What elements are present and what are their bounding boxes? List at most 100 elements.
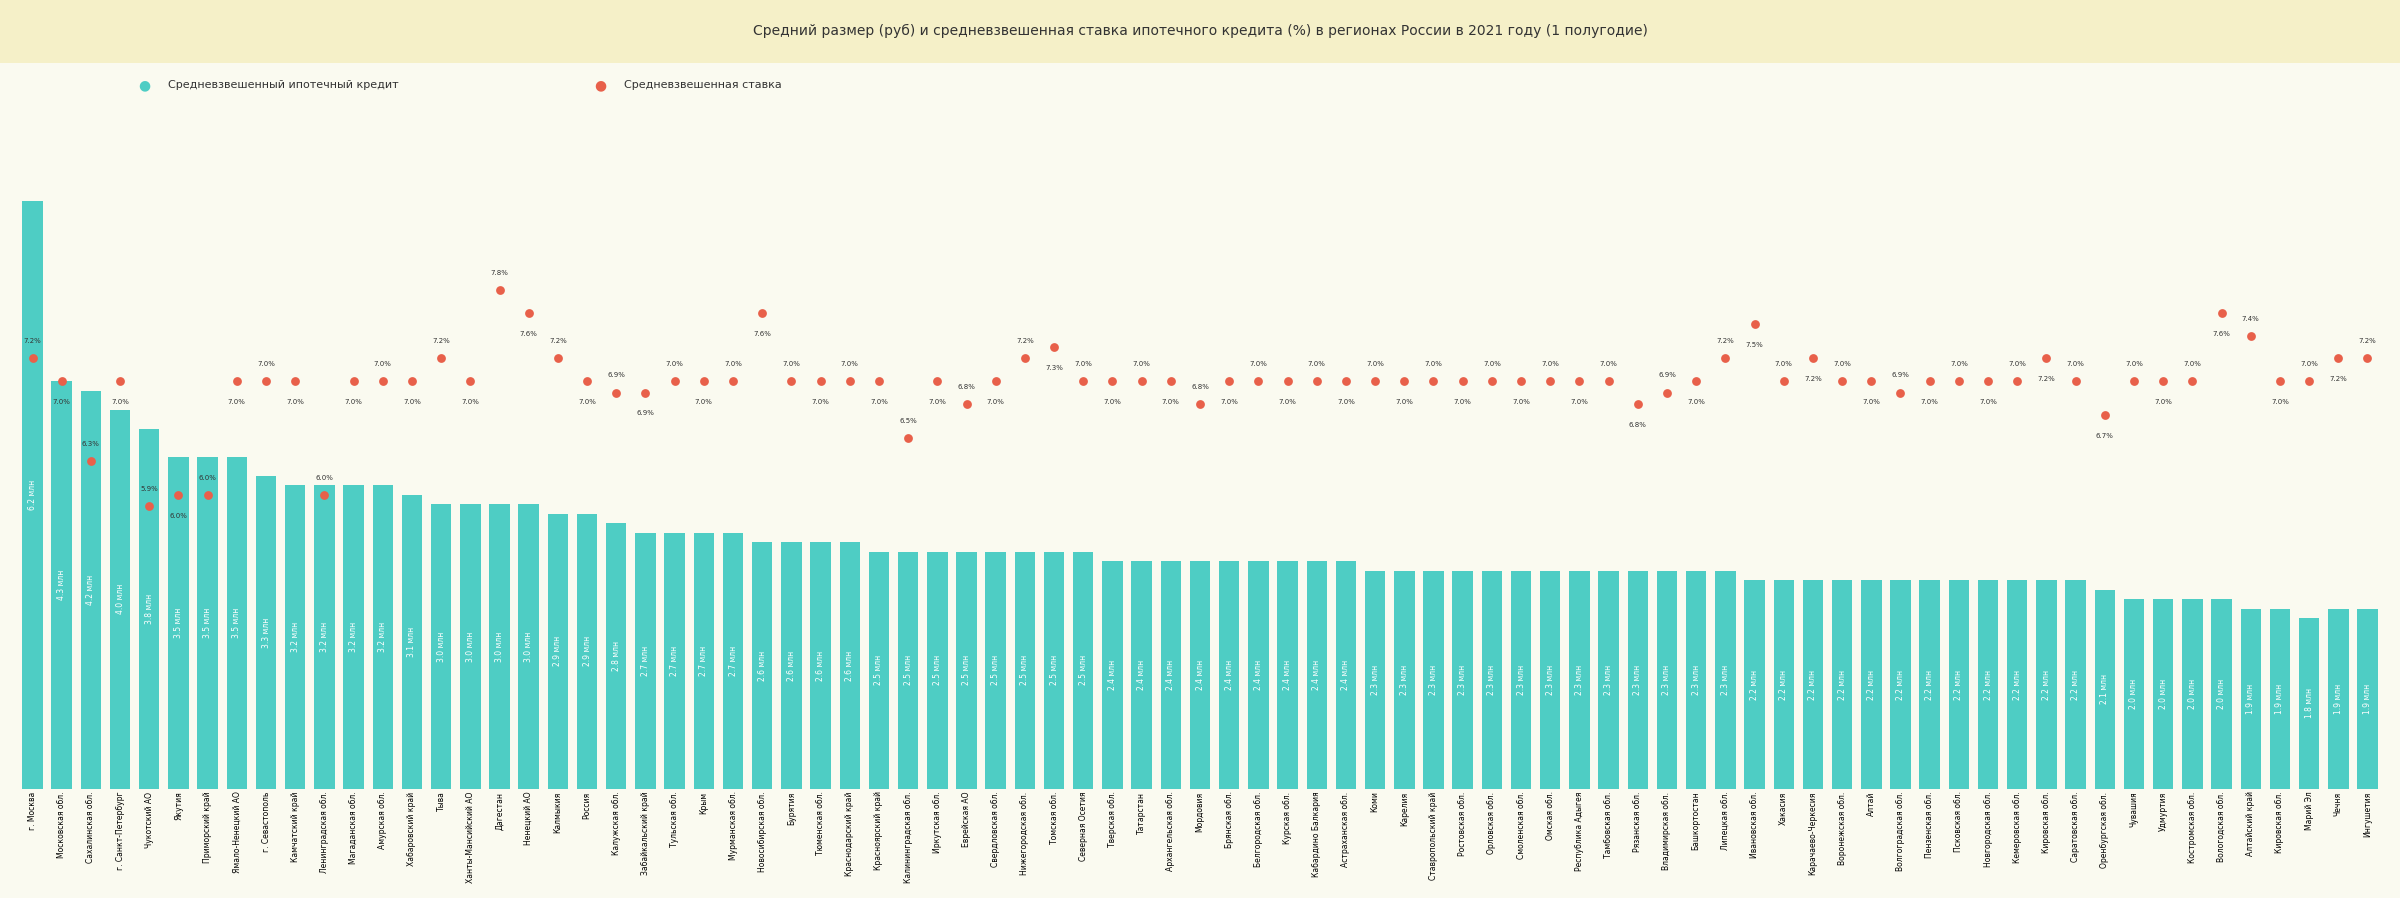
Bar	[1656, 571, 1678, 788]
Text: 6.7%: 6.7%	[2095, 433, 2114, 439]
Point	[422, 351, 461, 365]
Point	[1063, 374, 1102, 388]
Point	[626, 385, 665, 400]
Text: 7.0%: 7.0%	[1949, 361, 1968, 367]
Point	[276, 374, 314, 388]
Text: 7.0%: 7.0%	[782, 361, 799, 367]
Text: 2.7 млн: 2.7 млн	[670, 646, 679, 676]
Text: 7.0%: 7.0%	[286, 399, 305, 405]
Text: 2.3 млн: 2.3 млн	[1488, 665, 1495, 695]
Bar	[139, 428, 158, 788]
Text: 7.5%: 7.5%	[1745, 342, 1764, 348]
Text: 7.0%: 7.0%	[578, 399, 595, 405]
Bar	[780, 542, 802, 788]
Bar	[2006, 580, 2028, 788]
Text: 7.0%: 7.0%	[725, 361, 742, 367]
Bar	[547, 514, 569, 788]
Point	[1327, 374, 1366, 388]
Text: 3.5 млн: 3.5 млн	[204, 608, 211, 638]
Text: 6.9%: 6.9%	[1658, 373, 1675, 378]
Text: 7.3%: 7.3%	[1044, 365, 1063, 371]
Text: 2.3 млн: 2.3 млн	[1634, 665, 1642, 695]
Bar	[110, 409, 130, 788]
Text: 7.2%: 7.2%	[1015, 339, 1034, 344]
Text: 6.0%: 6.0%	[314, 475, 334, 480]
Text: 7.0%: 7.0%	[1512, 399, 1529, 405]
Text: 7.4%: 7.4%	[2242, 315, 2261, 321]
Text: 2.1 млн: 2.1 млн	[2100, 674, 2110, 704]
Bar	[1162, 561, 1181, 788]
Text: 2.3 млн: 2.3 млн	[1399, 665, 1409, 695]
Text: 7.2%: 7.2%	[1716, 339, 1735, 344]
Bar	[1044, 551, 1063, 788]
Point	[2318, 351, 2357, 365]
Point	[684, 374, 722, 388]
Text: 7.0%: 7.0%	[1541, 361, 1560, 367]
Text: 6.9%: 6.9%	[636, 410, 655, 417]
Point	[919, 374, 958, 388]
Text: 7.2%: 7.2%	[24, 339, 41, 344]
Text: 6.8%: 6.8%	[1630, 422, 1646, 427]
Text: 2.4 млн: 2.4 млн	[1313, 660, 1322, 690]
Point	[1210, 374, 1248, 388]
Text: 6.9%: 6.9%	[607, 373, 624, 378]
Bar	[168, 457, 190, 788]
Text: 2.4 млн: 2.4 млн	[1224, 660, 1234, 690]
Text: 7.2%: 7.2%	[2038, 376, 2054, 383]
Bar	[1073, 551, 1094, 788]
Text: 2.3 млн: 2.3 млн	[1370, 665, 1380, 695]
Text: 2.9 млн: 2.9 млн	[554, 636, 562, 666]
Point	[1999, 374, 2038, 388]
Bar	[1130, 561, 1152, 788]
Text: 7.0%: 7.0%	[811, 399, 830, 405]
Text: 7.0%: 7.0%	[1570, 399, 1589, 405]
Point	[713, 374, 751, 388]
Text: 7.0%: 7.0%	[53, 399, 70, 405]
Bar	[257, 476, 276, 788]
Text: 7.0%: 7.0%	[696, 399, 713, 405]
Text: 1.9 млн: 1.9 млн	[2246, 683, 2256, 714]
Text: 7.0%: 7.0%	[1337, 399, 1356, 405]
Text: 7.0%: 7.0%	[374, 361, 391, 367]
Bar	[2357, 609, 2378, 788]
Text: 5.9%: 5.9%	[139, 486, 158, 492]
Bar	[607, 524, 626, 788]
Text: 2.5 млн: 2.5 млн	[905, 656, 912, 685]
Bar	[1891, 580, 1910, 788]
Text: 7.0%: 7.0%	[2270, 399, 2290, 405]
Point	[218, 374, 257, 388]
Text: 7.0%: 7.0%	[1862, 399, 1879, 405]
Text: 7.6%: 7.6%	[754, 330, 770, 337]
Point	[305, 488, 343, 502]
Point	[773, 374, 811, 388]
Point	[1474, 374, 1512, 388]
Point	[247, 374, 286, 388]
Bar	[1452, 571, 1474, 788]
Text: 2.6 млн: 2.6 млн	[758, 650, 766, 681]
Point	[859, 374, 898, 388]
Text: 2.3 млн: 2.3 млн	[1692, 665, 1702, 695]
Bar	[286, 486, 305, 788]
Point	[1442, 374, 1481, 388]
Text: 2.3 млн: 2.3 млн	[1663, 665, 1670, 695]
Bar	[2210, 599, 2232, 788]
Point	[2347, 351, 2386, 365]
Text: 1.9 млн: 1.9 млн	[2364, 683, 2371, 714]
Text: 2.5 млн: 2.5 млн	[1049, 656, 1058, 685]
Point	[1034, 339, 1073, 354]
Text: 2.5 млн: 2.5 млн	[934, 656, 941, 685]
Point	[2028, 351, 2066, 365]
Text: 7.8%: 7.8%	[490, 270, 509, 276]
Text: 7.0%: 7.0%	[346, 399, 362, 405]
Bar	[22, 201, 43, 788]
Text: 7.0%: 7.0%	[1104, 399, 1121, 405]
Text: 7.0%: 7.0%	[1834, 361, 1850, 367]
Text: 2.9 млн: 2.9 млн	[583, 636, 590, 666]
Text: 7.0%: 7.0%	[871, 399, 888, 405]
Bar	[1570, 571, 1589, 788]
Text: 2.2 млн: 2.2 млн	[2071, 669, 2081, 700]
Text: 3.0 млн: 3.0 млн	[494, 631, 504, 662]
Bar	[2328, 609, 2350, 788]
Text: 4.2 млн: 4.2 млн	[86, 575, 96, 605]
Point	[14, 351, 53, 365]
